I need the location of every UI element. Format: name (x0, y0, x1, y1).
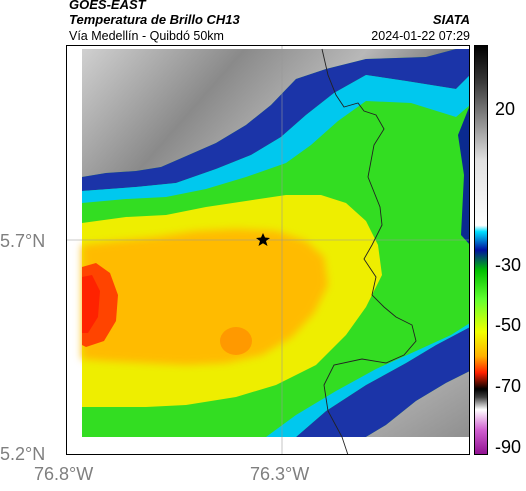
product-title: Temperatura de Brillo CH13 (69, 12, 240, 27)
cold-cloud-band-top (82, 49, 470, 191)
cold-cloud-band-bottom (296, 327, 470, 437)
right-cold-region (458, 105, 470, 245)
lon-label-76-8: 76.8°W (34, 464, 94, 484)
orange-region (82, 229, 328, 365)
border-line (321, 48, 417, 455)
colorbar-tick: -50 (495, 315, 522, 335)
orange-spot-center (220, 327, 252, 355)
cyan-band-bottom (266, 323, 470, 437)
clear-land-bottom (366, 371, 470, 437)
organization-label: SIATA (432, 12, 470, 27)
lat-label-5-7: 5.7°N (0, 231, 46, 251)
colorbar (474, 45, 488, 455)
lon-label-76-3: 76.3°W (250, 464, 310, 484)
colorbar-tick: -90 (495, 437, 522, 457)
location-star-icon (256, 233, 270, 246)
satellite-name: GOES-EAST (69, 0, 146, 12)
timestamp: 2024-01-22 07:29 (371, 29, 470, 43)
satellite-map (66, 45, 470, 455)
colorbar-tick: -30 (495, 255, 522, 275)
cyan-band-top (82, 75, 470, 203)
lat-label-5-2: 5.2°N (0, 444, 46, 464)
region-label: Vía Medellín - Quibdó 50km (69, 29, 224, 43)
brightness-field (82, 49, 470, 437)
colorbar-tick: 20 (495, 99, 516, 119)
clear-land-top (82, 49, 456, 177)
colorbar-tick: -70 (495, 376, 522, 396)
